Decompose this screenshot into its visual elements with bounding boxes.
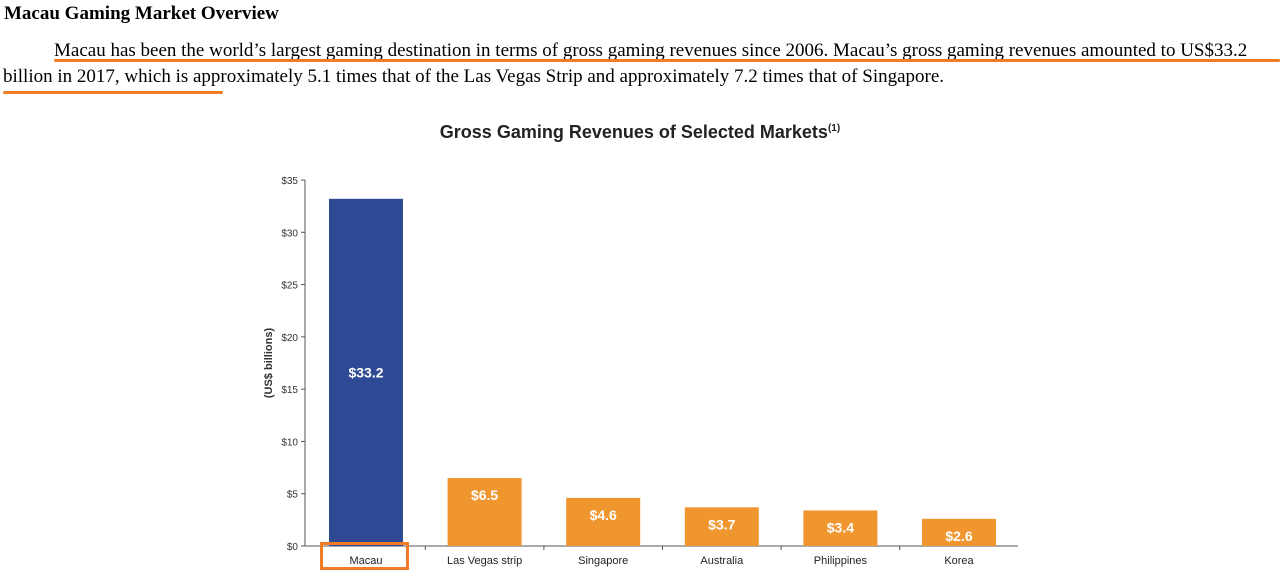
x-tick-label: Australia xyxy=(700,555,744,567)
y-tick-label: $30 xyxy=(281,228,298,239)
intro-paragraph: Macau has been the world’s largest gamin… xyxy=(3,40,1248,87)
bar-singapore xyxy=(566,497,641,546)
x-tick-label: Philippines xyxy=(814,555,868,567)
chart-title-text: Gross Gaming Revenues of Selected Market… xyxy=(439,122,828,142)
y-tick-label: $35 xyxy=(281,176,298,187)
bar-las-vegas-strip xyxy=(447,478,522,546)
data-label: $6.5 xyxy=(471,487,498,503)
y-tick-label: $15 xyxy=(281,385,298,396)
x-tick-label: Macau xyxy=(349,555,382,567)
y-tick-label: $5 xyxy=(287,490,299,501)
x-tick-label: Singapore xyxy=(578,555,628,567)
bar-philippines xyxy=(803,510,878,546)
page-heading: Macau Gaming Market Overview xyxy=(4,3,279,24)
y-tick-label: $20 xyxy=(281,333,298,344)
data-label: $2.6 xyxy=(945,528,972,544)
x-tick-label: Korea xyxy=(944,555,974,567)
y-tick-label: $25 xyxy=(281,281,298,292)
y-axis-label: (US$ billions) xyxy=(263,328,275,399)
category-highlight-box xyxy=(320,542,409,570)
bar-australia xyxy=(684,507,759,546)
highlight-underline xyxy=(3,91,223,94)
highlight-underline xyxy=(54,59,1280,62)
chart-title: Gross Gaming Revenues of Selected Market… xyxy=(330,122,950,143)
bar-macau xyxy=(329,198,403,546)
data-label: $3.4 xyxy=(827,519,854,535)
x-tick-label: Las Vegas strip xyxy=(447,555,522,567)
data-label: $33.2 xyxy=(348,364,383,380)
bar-korea xyxy=(922,518,996,546)
data-label: $4.6 xyxy=(590,507,617,523)
chart-title-footnote: (1) xyxy=(827,123,841,134)
data-label: $3.7 xyxy=(708,516,735,532)
y-tick-label: $0 xyxy=(287,542,299,553)
y-tick-label: $10 xyxy=(281,437,298,448)
